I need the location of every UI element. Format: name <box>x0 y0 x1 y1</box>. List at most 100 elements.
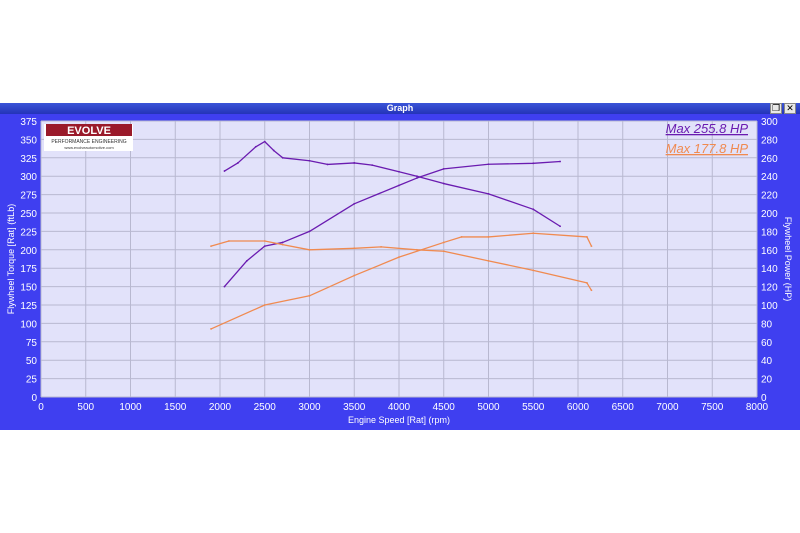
data-point <box>210 245 212 248</box>
y-right-tick-label: 300 <box>761 117 778 128</box>
data-point <box>487 259 490 262</box>
y-right-tick-label: 280 <box>761 135 778 146</box>
x-tick-label: 3000 <box>298 402 321 413</box>
window-title: Graph <box>0 103 800 114</box>
series-line-2 <box>223 160 561 288</box>
data-point <box>586 282 588 284</box>
y-left-tick-label: 200 <box>20 246 37 257</box>
data-point <box>353 247 356 250</box>
data-point <box>263 140 266 143</box>
data-point <box>590 289 593 292</box>
data-point <box>487 236 490 238</box>
data-point <box>460 236 463 238</box>
y-right-tick-label: 140 <box>761 264 778 275</box>
data-point <box>532 269 535 272</box>
y-right-tick-label: 20 <box>761 375 773 386</box>
close-icon[interactable]: ✕ <box>784 103 796 114</box>
x-tick-label: 2500 <box>254 402 277 413</box>
x-tick-label: 8000 <box>746 402 769 413</box>
data-point <box>398 170 400 173</box>
y-left-tick-label: 325 <box>20 154 37 165</box>
data-point <box>263 245 266 248</box>
data-point <box>326 163 329 166</box>
data-point <box>532 162 535 165</box>
data-point <box>281 241 284 244</box>
y-right-tick-label: 60 <box>761 338 773 349</box>
x-tick-label: 5500 <box>522 402 545 413</box>
x-tick-label: 1500 <box>164 402 187 413</box>
x-tick-label: 7000 <box>656 402 679 413</box>
data-point <box>353 162 356 164</box>
data-point <box>281 156 284 159</box>
legend-max-hp-1: Max 255.8 HP <box>666 121 749 136</box>
data-point <box>263 304 266 306</box>
y-left-tick-label: 25 <box>26 375 38 386</box>
x-tick-label: 4000 <box>388 402 411 413</box>
data-point <box>416 248 418 251</box>
data-point <box>237 162 239 164</box>
data-point <box>254 145 257 148</box>
y-right-tick-label: 80 <box>761 319 773 330</box>
data-point <box>532 232 535 235</box>
logo-brand: EVOLVE <box>67 125 111 137</box>
y-right-tick-label: 40 <box>761 356 773 367</box>
data-point <box>559 225 561 228</box>
y-right-tick-label: 260 <box>761 154 778 165</box>
data-point <box>380 245 382 248</box>
x-tick-label: 4500 <box>433 402 456 413</box>
data-point <box>590 245 593 248</box>
logo-tagline: PERFORMANCE ENGINEERING <box>51 139 126 145</box>
y-right-tick-label: 200 <box>761 209 778 220</box>
logo-url: www.evolveautomotive.com <box>64 145 114 150</box>
data-point <box>223 170 226 172</box>
x-tick-label: 6000 <box>567 402 590 413</box>
data-point <box>263 240 266 242</box>
data-point <box>398 184 400 187</box>
data-point <box>308 159 311 162</box>
x-tick-label: 7500 <box>701 402 724 413</box>
data-point <box>442 241 445 244</box>
y-left-tick-label: 375 <box>20 117 37 128</box>
data-point <box>487 192 490 195</box>
data-point <box>308 248 311 251</box>
x-axis-label: Engine Speed [Rat] (rpm) <box>348 415 450 425</box>
y-left-tick-label: 175 <box>20 264 37 275</box>
y-right-tick-label: 160 <box>761 246 778 257</box>
legend-max-hp-2: Max 177.8 HP <box>666 141 749 156</box>
data-point <box>398 256 400 259</box>
data-point <box>442 250 445 253</box>
y-axis-right-label: Flywheel Power (HP) <box>783 217 793 302</box>
data-point <box>353 274 356 277</box>
data-point <box>228 240 230 242</box>
data-point <box>532 208 535 211</box>
y-left-tick-label: 125 <box>20 301 37 312</box>
restore-icon[interactable]: ❐ <box>770 103 782 114</box>
data-point <box>308 230 311 233</box>
y-right-tick-label: 120 <box>761 283 778 294</box>
y-left-tick-label: 0 <box>31 393 37 404</box>
y-right-tick-label: 100 <box>761 301 778 312</box>
y-left-tick-label: 50 <box>26 356 38 367</box>
data-point <box>586 236 588 238</box>
y-right-tick-label: 220 <box>761 191 778 202</box>
data-point <box>223 285 226 288</box>
x-tick-label: 6500 <box>612 402 635 413</box>
data-point <box>281 243 284 246</box>
data-point <box>442 167 445 170</box>
x-tick-label: 3500 <box>343 402 366 413</box>
data-point <box>442 182 445 185</box>
logo: EVOLVE PERFORMANCE ENGINEERING www.evolv… <box>44 124 133 151</box>
y-right-tick-label: 240 <box>761 172 778 183</box>
data-point <box>245 259 248 262</box>
data-point <box>308 294 311 297</box>
series-line-1 <box>224 140 561 227</box>
y-left-tick-label: 350 <box>20 135 37 146</box>
y-left-tick-label: 75 <box>26 338 38 349</box>
data-point <box>272 149 275 152</box>
y-left-tick-label: 225 <box>20 227 37 238</box>
y-left-tick-label: 250 <box>20 209 37 220</box>
x-tick-label: 2000 <box>209 402 232 413</box>
data-point <box>416 175 418 178</box>
x-tick-label: 0 <box>38 402 44 413</box>
